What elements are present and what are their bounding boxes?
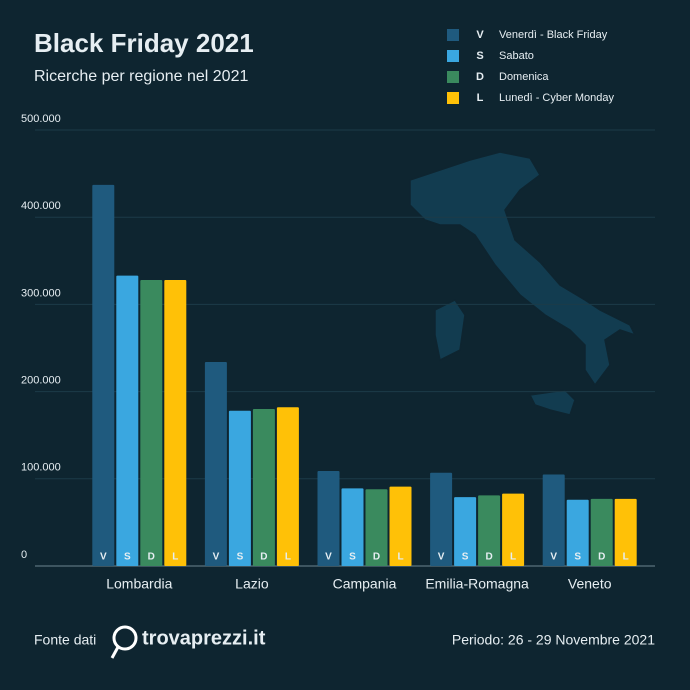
bar-letter: S bbox=[237, 552, 244, 563]
bar-letter: V bbox=[438, 552, 445, 563]
bar bbox=[140, 279, 163, 566]
brand-icon-handle bbox=[110, 646, 120, 659]
bar bbox=[590, 498, 613, 566]
bar-letter: S bbox=[124, 552, 131, 563]
brand-icon bbox=[112, 625, 138, 651]
legend-label: Domenica bbox=[499, 71, 549, 83]
bar bbox=[276, 407, 299, 566]
legend-label: Sabato bbox=[499, 50, 534, 62]
source-label: Fonte dati bbox=[34, 632, 96, 648]
bar-letter: L bbox=[397, 552, 403, 563]
bar-letter: L bbox=[510, 552, 516, 563]
bar bbox=[228, 410, 251, 566]
chart-title: Black Friday 2021 bbox=[34, 28, 254, 58]
legend-letter: S bbox=[476, 50, 483, 62]
period: Periodo: 26 - 29 Novembre 2021 bbox=[452, 632, 655, 648]
chart-subtitle: Ricerche per regione nel 2021 bbox=[34, 68, 248, 85]
y-tick-label: 300.000 bbox=[21, 287, 61, 299]
bar bbox=[116, 275, 139, 566]
bar-letter: L bbox=[172, 552, 178, 563]
x-tick-label: Lazio bbox=[235, 576, 269, 592]
bar-letter: D bbox=[598, 552, 605, 563]
bar-letter: D bbox=[148, 552, 155, 563]
bar bbox=[92, 184, 115, 566]
italy-map bbox=[409, 151, 637, 416]
x-tick-label: Emilia-Romagna bbox=[425, 576, 529, 592]
bar bbox=[389, 486, 412, 566]
bar-letter: D bbox=[260, 552, 267, 563]
bar bbox=[204, 361, 227, 566]
bar bbox=[566, 499, 589, 566]
bar bbox=[454, 497, 477, 566]
x-tick-label: Campania bbox=[333, 576, 397, 592]
bar bbox=[365, 489, 388, 566]
legend-label: Lunedì - Cyber Monday bbox=[499, 92, 614, 104]
bar bbox=[317, 470, 340, 566]
legend-swatch bbox=[447, 50, 459, 62]
bar-letter: S bbox=[574, 552, 581, 563]
y-tick-label: 400.000 bbox=[21, 200, 61, 212]
bar bbox=[542, 474, 565, 566]
y-tick-label: 0 bbox=[21, 549, 27, 561]
legend-swatch bbox=[447, 92, 459, 104]
bar-letter: L bbox=[285, 552, 291, 563]
bar bbox=[478, 495, 501, 566]
bar-letter: V bbox=[213, 552, 220, 563]
bar-letter: V bbox=[325, 552, 332, 563]
legend-swatch bbox=[447, 71, 459, 83]
bar bbox=[502, 493, 525, 566]
legend-letter: D bbox=[476, 71, 484, 83]
bar bbox=[430, 472, 453, 566]
x-tick-label: Lombardia bbox=[106, 576, 172, 592]
bar-letter: S bbox=[349, 552, 356, 563]
bar bbox=[614, 498, 637, 566]
y-tick-label: 100.000 bbox=[21, 462, 61, 474]
bar-letter: D bbox=[373, 552, 380, 563]
y-tick-label: 500.000 bbox=[21, 113, 61, 125]
bar bbox=[252, 409, 275, 566]
legend-swatch bbox=[447, 29, 459, 41]
y-tick-label: 200.000 bbox=[21, 375, 61, 387]
bar-letter: L bbox=[623, 552, 629, 563]
legend-letter: V bbox=[476, 29, 484, 41]
bar-letter: D bbox=[485, 552, 492, 563]
bar bbox=[341, 488, 364, 566]
bar-letter: V bbox=[100, 552, 107, 563]
bar-letter: S bbox=[462, 552, 469, 563]
bar-letter: V bbox=[550, 552, 557, 563]
legend-label: Venerdì - Black Friday bbox=[499, 29, 608, 41]
x-tick-label: Veneto bbox=[568, 576, 612, 592]
brand-name: trovaprezzi.it bbox=[142, 627, 266, 649]
legend-letter: L bbox=[477, 92, 484, 104]
bar bbox=[164, 279, 187, 566]
